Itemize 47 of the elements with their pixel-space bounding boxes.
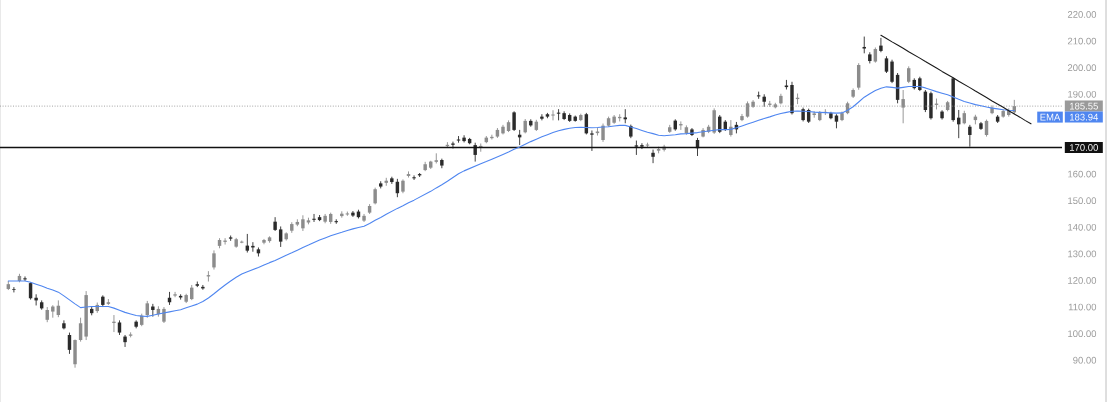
legend-label: EMA [1040,113,1061,121]
ref-line-label: 170.00 [1070,144,1098,151]
candlestick [601,123,605,143]
candlestick [551,109,555,121]
candlestick [862,36,866,54]
text: 183.94 [1070,113,1099,121]
candlestick [301,214,305,232]
candlestick [879,37,883,53]
candlestick [473,142,477,163]
candlestick [62,319,66,330]
candlestick [412,174,416,181]
candlestick [740,113,744,122]
candlestick [640,142,644,150]
y-tick-label: 160.00 [1068,170,1097,178]
y-tick-label: 100.00 [1068,330,1097,338]
candlestick [312,213,316,223]
y-tick-label: 120.00 [1068,277,1097,284]
ref-line-label: 185.55 [1070,102,1098,110]
candlestick [901,89,905,124]
candlestick [940,109,944,120]
y-tick-label: 140.00 [1068,223,1097,231]
candlestick [890,59,894,84]
candlestick [462,134,466,143]
y-tick-label: 150.00 [1068,197,1097,205]
candlestick [623,108,627,124]
candlestick [540,113,544,121]
candlestick [351,210,355,218]
candlestick [590,130,594,152]
candlestick [651,149,655,164]
candlestick [173,291,177,298]
candlestick [123,334,127,348]
candlestick [23,276,27,282]
y-tick-label: 190.00 [1068,90,1097,98]
y-tick-label: 90.00 [1073,356,1097,364]
candlestick [273,216,277,232]
candlestick [451,141,455,149]
candlestick [968,124,972,148]
y-tick-label: 110.00 [1068,303,1097,311]
y-tick-label: 210.00 [1067,37,1097,45]
y-tick-label: 200.00 [1067,64,1097,72]
y-tick-label: 130.00 [1068,250,1097,258]
candlestick [712,107,716,135]
y-tick-label: 220.00 [1067,11,1097,18]
candlestick [278,226,283,248]
candlestick [212,249,216,270]
candlestick [512,110,516,132]
candlestick [12,286,16,293]
